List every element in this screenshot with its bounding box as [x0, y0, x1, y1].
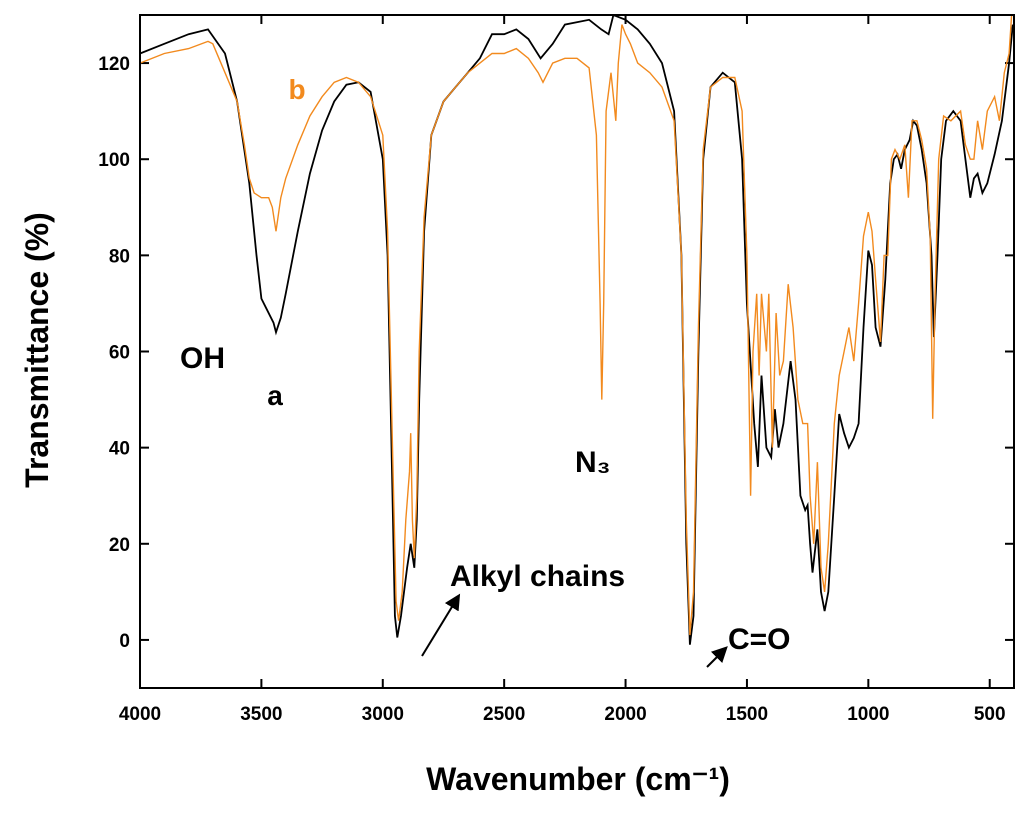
x-tick-label: 2000: [604, 704, 646, 725]
y-tick-label: 20: [109, 535, 130, 556]
x-tick-label: 2500: [483, 704, 525, 725]
arrow: [421, 593, 461, 657]
plot-frame: [139, 14, 1015, 689]
plot-area: [140, 15, 1014, 645]
spectrum-line: [140, 15, 1014, 645]
arrow: [706, 646, 728, 668]
annotation: Alkyl chains: [450, 560, 625, 593]
x-tick-label: 3500: [240, 704, 282, 725]
y-tick-label: 100: [98, 150, 130, 171]
x-axis-label: Wavenumber (cm⁻¹): [426, 761, 730, 797]
series-label: b: [288, 74, 305, 105]
y-tick-label: 40: [109, 439, 130, 460]
x-tick-label: 4000: [119, 704, 161, 725]
y-tick-label: 120: [98, 54, 130, 75]
y-axis-label: Transmittance (%): [19, 212, 55, 488]
annotation: C=O: [728, 623, 791, 656]
x-tick-label: 3000: [362, 704, 404, 725]
x-tick-label: 1000: [847, 704, 889, 725]
series-label: a: [267, 380, 283, 411]
y-tick-label: 0: [119, 631, 130, 652]
y-tick-label: 80: [109, 246, 130, 267]
spectrum-line: [140, 15, 1013, 636]
annotation: OH: [180, 342, 225, 375]
x-tick-label: 500: [974, 704, 1006, 725]
y-tick-label: 60: [109, 343, 130, 364]
annotation: N₃: [575, 446, 611, 479]
x-tick-label: 1500: [726, 704, 768, 725]
